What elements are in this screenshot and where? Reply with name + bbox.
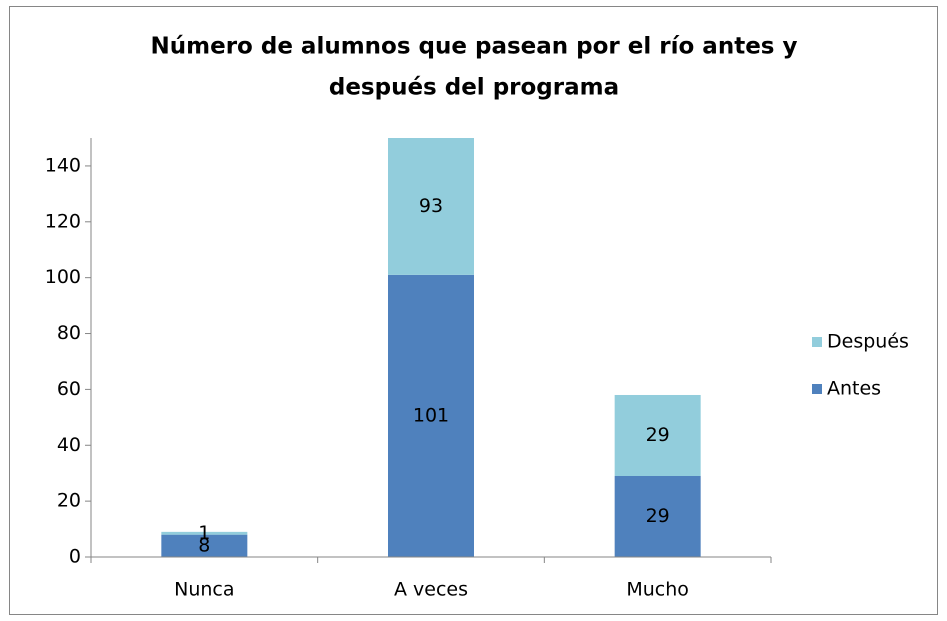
chart-title: Número de alumnos que pasean por el río … (151, 34, 798, 60)
legend-swatch (812, 384, 822, 394)
chart-title: después del programa (329, 75, 619, 101)
bar-segment (161, 531, 248, 535)
data-label: 29 (646, 424, 670, 446)
data-label: 8 (198, 534, 210, 556)
x-tick-label: Mucho (626, 579, 689, 601)
y-tick-label: 120 (45, 210, 81, 232)
legend-swatch (812, 337, 822, 347)
data-label: 93 (419, 195, 443, 217)
data-label: 101 (413, 404, 449, 426)
y-tick-label: 0 (69, 546, 81, 568)
x-tick-label: Nunca (174, 579, 234, 601)
bar-segment (614, 394, 701, 476)
bar-segment (388, 274, 474, 557)
legend-label: Después (827, 331, 909, 353)
plot-area (161, 138, 701, 557)
y-tick-label: 140 (45, 154, 81, 176)
x-tick-label: A veces (394, 579, 468, 601)
legend-label: Antes (827, 378, 881, 400)
data-label: 1 (198, 522, 210, 544)
bar-segment (161, 534, 248, 557)
bar-segment (614, 475, 701, 557)
y-tick-label: 60 (57, 378, 81, 400)
y-tick-label: 40 (57, 434, 81, 456)
data-label: 29 (646, 505, 670, 527)
y-tick-label: 20 (57, 490, 81, 512)
y-tick-label: 80 (57, 322, 81, 344)
y-tick-label: 100 (45, 266, 81, 288)
bar-segment (388, 138, 474, 275)
